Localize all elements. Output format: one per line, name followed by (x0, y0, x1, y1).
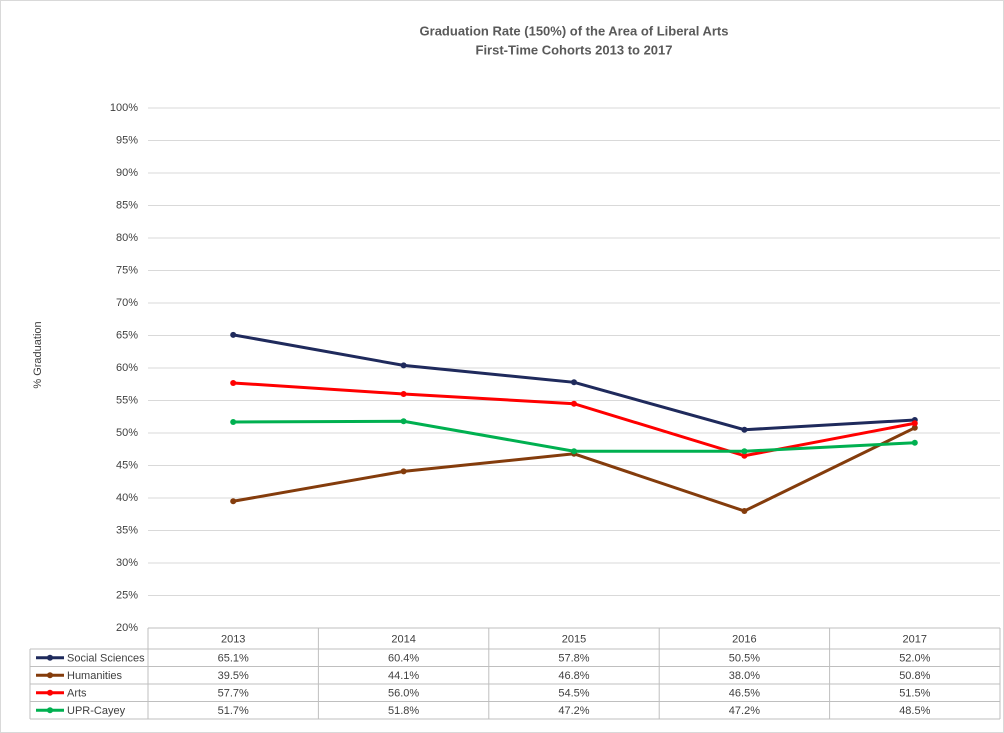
table-value: 65.1% (218, 653, 249, 665)
y-tick-label: 40% (116, 492, 138, 504)
legend-label: Arts (67, 688, 87, 700)
legend-label: Humanities (67, 670, 123, 682)
y-tick-label: 85% (116, 199, 138, 211)
data-point (230, 498, 237, 505)
data-point (400, 468, 407, 475)
table-value: 47.2% (729, 705, 760, 717)
y-tick-label: 70% (116, 297, 138, 309)
data-point (741, 426, 748, 433)
table-value: 51.8% (388, 705, 419, 717)
y-tick-label: 55% (116, 394, 138, 406)
table-value: 47.2% (558, 705, 589, 717)
data-point (230, 418, 237, 425)
legend-swatch-point (47, 689, 53, 696)
y-tick-label: 80% (116, 232, 138, 244)
data-point (911, 439, 918, 446)
data-point (571, 400, 577, 407)
data-point (911, 420, 918, 427)
y-tick-label: 60% (116, 362, 138, 374)
table-value: 38.0% (729, 670, 760, 682)
y-tick-label: 35% (116, 524, 138, 536)
y-tick-label: 50% (116, 427, 138, 439)
y-tick-label: 100% (110, 102, 138, 114)
data-point (230, 379, 237, 386)
table-value: 51.7% (218, 705, 249, 717)
y-tick-label: 45% (116, 459, 138, 471)
table-value: 46.5% (729, 688, 760, 700)
table-value: 50.5% (729, 653, 760, 665)
chart-subtitle: First-Time Cohorts 2013 to 2017 (476, 42, 673, 57)
table-value: 44.1% (388, 670, 419, 682)
y-tick-label: 25% (116, 589, 138, 601)
x-tick-label: 2016 (732, 633, 756, 645)
table-value: 39.5% (218, 670, 249, 682)
legend-swatch-point (47, 654, 53, 661)
data-point (741, 448, 748, 455)
x-tick-label: 2014 (391, 633, 415, 645)
y-tick-label: 75% (116, 264, 138, 276)
y-tick-label: 65% (116, 329, 138, 341)
legend-label: Social Sciences (67, 653, 145, 665)
data-point (230, 331, 237, 338)
table-value: 46.8% (558, 670, 589, 682)
x-tick-label: 2015 (562, 633, 586, 645)
table-value: 51.5% (899, 688, 930, 700)
data-point (400, 418, 407, 425)
table-value: 50.8% (899, 670, 930, 682)
legend-label: UPR-Cayey (67, 705, 126, 717)
chart-title: Graduation Rate (150%) of the Area of Li… (420, 23, 729, 38)
y-tick-label: 20% (116, 622, 138, 634)
data-point (741, 452, 748, 459)
table-value: 54.5% (558, 688, 589, 700)
data-point (571, 379, 577, 386)
data-point (400, 362, 407, 369)
y-axis-label: % Graduation (32, 321, 44, 388)
legend-swatch-point (47, 707, 53, 714)
table-value: 57.7% (218, 688, 249, 700)
x-tick-label: 2013 (221, 633, 245, 645)
x-tick-label: 2017 (903, 633, 927, 645)
data-point (741, 508, 748, 514)
data-point (911, 424, 918, 431)
data-point (571, 448, 577, 455)
table-value: 60.4% (388, 653, 419, 665)
y-tick-label: 30% (116, 557, 138, 569)
table-value: 48.5% (899, 705, 930, 717)
y-tick-label: 90% (116, 167, 138, 179)
table-value: 56.0% (388, 688, 419, 700)
table-value: 57.8% (558, 653, 589, 665)
y-tick-label: 95% (116, 134, 138, 146)
legend-swatch-point (47, 672, 53, 679)
data-point (400, 391, 407, 397)
table-value: 52.0% (899, 653, 930, 665)
